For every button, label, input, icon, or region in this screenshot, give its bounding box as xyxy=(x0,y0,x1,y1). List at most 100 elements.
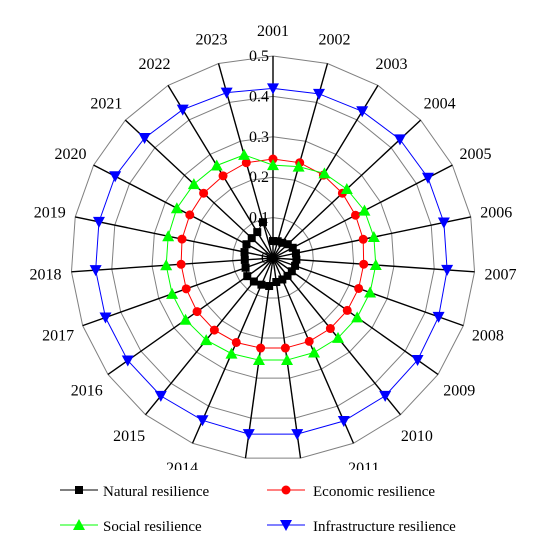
point-2-2016 xyxy=(179,313,192,325)
grid-ring-4 xyxy=(111,95,435,419)
series-0 xyxy=(240,218,301,291)
category-label-2016: 2016 xyxy=(71,382,103,399)
point-0-2017 xyxy=(241,263,250,272)
point-1-2015 xyxy=(209,325,219,335)
point-2-2023 xyxy=(238,148,251,160)
category-label-2023: 2023 xyxy=(195,31,227,48)
point-0-2004 xyxy=(283,240,292,249)
category-label-2002: 2002 xyxy=(319,31,351,48)
legend-label-social: Social resilience xyxy=(103,519,202,535)
category-label-2007: 2007 xyxy=(484,267,516,284)
point-1-2021 xyxy=(199,188,209,198)
point-2-2007 xyxy=(369,259,382,271)
spoke-2017 xyxy=(82,257,274,327)
point-2-2018 xyxy=(160,259,173,271)
series-2 xyxy=(160,148,382,366)
point-0-2018 xyxy=(240,255,249,264)
point-1-2006 xyxy=(358,234,368,244)
point-2-2017 xyxy=(166,287,179,299)
r-tick-label-5: 0.5 xyxy=(249,48,269,65)
triangle-down-marker-icon xyxy=(280,520,292,531)
point-0-2002 xyxy=(273,237,282,246)
point-3-2016 xyxy=(121,355,134,367)
point-2-2002 xyxy=(292,160,305,172)
category-label-2006: 2006 xyxy=(480,205,512,222)
category-label-2015: 2015 xyxy=(113,428,145,445)
point-2-2003 xyxy=(318,167,331,179)
point-1-2022 xyxy=(218,171,228,181)
point-0-2021 xyxy=(247,234,256,243)
point-0-2020 xyxy=(242,240,251,249)
point-1-2012 xyxy=(280,343,290,353)
category-label-2017: 2017 xyxy=(42,327,74,344)
point-3-2015 xyxy=(154,390,167,402)
series-1 xyxy=(176,154,369,353)
series-3 xyxy=(89,83,454,441)
point-3-2023 xyxy=(220,87,233,99)
point-0-2022 xyxy=(253,228,262,237)
grid-ring-2 xyxy=(191,176,355,339)
point-0-2019 xyxy=(240,248,249,257)
point-0-2015 xyxy=(249,277,258,286)
point-3-2012 xyxy=(291,429,304,441)
circle-marker-icon xyxy=(281,485,291,495)
point-0-2016 xyxy=(243,272,252,281)
point-1-2019 xyxy=(177,234,187,244)
point-3-2010 xyxy=(379,390,392,402)
category-label-2021: 2021 xyxy=(90,95,122,112)
point-3-2006 xyxy=(437,217,450,229)
point-3-2007 xyxy=(441,264,454,276)
radial-tick-labels: 0 0.1 0.2 0.3 0.4 0.5 xyxy=(249,48,269,267)
radar-series xyxy=(89,83,454,441)
series-line-3 xyxy=(95,87,448,435)
spoke-2018 xyxy=(71,257,274,273)
radar-axes xyxy=(71,56,475,459)
r-tick-label-3: 0.3 xyxy=(249,129,269,146)
point-3-2022 xyxy=(176,104,189,116)
legend-item-infrastructure: Infrastructure resilience xyxy=(267,519,456,535)
point-0-2003 xyxy=(278,238,287,247)
point-3-2011 xyxy=(337,416,350,428)
point-1-2016 xyxy=(192,307,202,317)
point-2-2009 xyxy=(351,311,364,323)
category-label-2018: 2018 xyxy=(30,267,62,284)
legend-label-natural: Natural resilience xyxy=(103,484,210,500)
point-1-2018 xyxy=(176,259,186,269)
point-0-2014 xyxy=(257,280,266,289)
point-0-2001 xyxy=(269,237,277,246)
category-label-2010: 2010 xyxy=(401,428,433,445)
r-tick-label-2: 0.2 xyxy=(249,169,269,186)
point-0-2005 xyxy=(288,243,297,252)
point-3-2014 xyxy=(196,415,209,427)
r-tick-label-0: 0 xyxy=(261,250,269,267)
point-3-2019 xyxy=(92,216,105,228)
point-2-2008 xyxy=(364,286,377,298)
point-0-2008 xyxy=(291,261,300,270)
category-label-2020: 2020 xyxy=(55,146,87,163)
point-2-2022 xyxy=(210,159,223,171)
point-3-2004 xyxy=(393,134,406,146)
point-3-2008 xyxy=(432,311,445,323)
point-3-2018 xyxy=(89,265,102,277)
point-1-2011 xyxy=(304,336,314,346)
point-2-2019 xyxy=(162,230,175,242)
grid-ring-5 xyxy=(70,55,476,459)
point-1-2009 xyxy=(342,305,352,315)
point-2-2015 xyxy=(200,334,213,346)
grid-ring-3 xyxy=(151,136,395,379)
category-label-2005: 2005 xyxy=(459,146,491,163)
square-marker-icon xyxy=(75,486,83,494)
point-0-2006 xyxy=(291,249,300,258)
legend-item-natural: Natural resilience xyxy=(60,484,210,500)
point-3-2020 xyxy=(109,171,122,183)
category-label-2009: 2009 xyxy=(443,382,475,399)
point-2-2012 xyxy=(281,354,294,366)
point-2-2011 xyxy=(308,346,321,358)
point-1-2001 xyxy=(268,154,278,164)
point-2-2006 xyxy=(367,231,380,243)
point-1-2008 xyxy=(354,283,364,293)
legend-label-economic: Economic resilience xyxy=(313,484,435,500)
point-1-2014 xyxy=(231,337,241,347)
category-label-2003: 2003 xyxy=(375,56,407,73)
